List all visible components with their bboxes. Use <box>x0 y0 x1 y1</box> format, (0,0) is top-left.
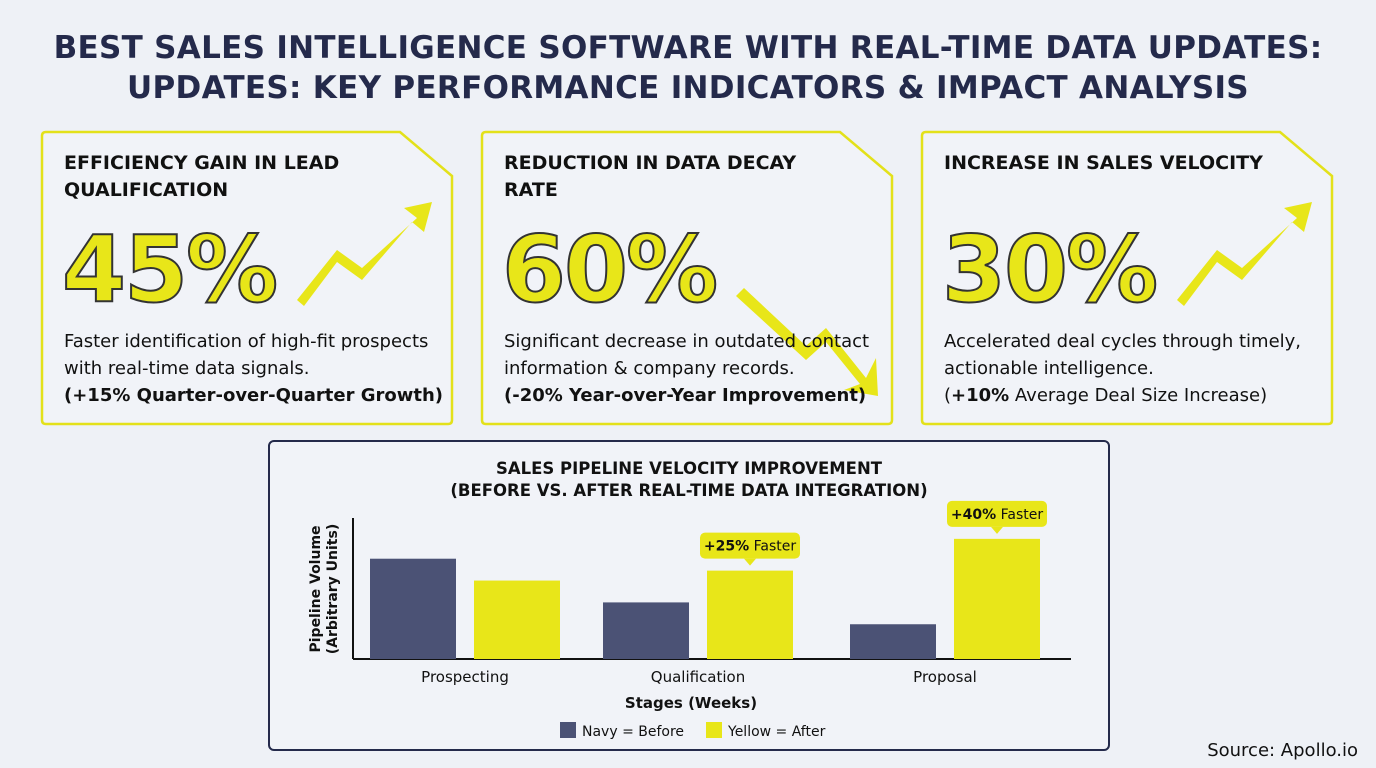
kpi-title: EFFICIENCY GAIN IN LEAD QUALIFICATION <box>64 152 340 201</box>
annotation-callout <box>700 532 800 559</box>
legend-swatch <box>560 722 576 738</box>
annotation-label: +25% Faster <box>704 539 796 555</box>
kpi-value: 60% <box>501 215 719 324</box>
callout-pointer <box>744 558 756 566</box>
card-frame <box>40 130 454 426</box>
kpi-desc-text: Accelerated deal cycles through timely, … <box>944 331 1302 379</box>
x-axis-label: Stages (Weeks) <box>625 694 757 712</box>
x-tick-label: Qualification <box>651 668 745 686</box>
legend-label: Yellow = After <box>727 724 826 740</box>
bar-prospecting-before <box>370 558 456 659</box>
bar-proposal-after <box>954 538 1040 659</box>
kpi-card: EFFICIENCY GAIN IN LEAD QUALIFICATION 45… <box>40 130 454 426</box>
card-frame <box>480 130 894 426</box>
kpi-desc-text: Significant decrease in outdated contact… <box>504 331 870 379</box>
annotation-label: +40% Faster <box>951 507 1043 523</box>
x-tick-label: Proposal <box>913 668 977 686</box>
kpi-title: INCREASE IN SALES VELOCITY <box>944 152 1263 174</box>
page-title: BEST SALES INTELLIGENCE SOFTWARE WITH RE… <box>0 28 1376 108</box>
legend-label: Navy = Before <box>582 724 684 740</box>
kpi-card: INCREASE IN SALES VELOCITY 30% Accelerat… <box>920 130 1334 426</box>
source-credit: Source: Apollo.io <box>1207 740 1358 761</box>
kpi-description: Faster identification of high-fit prospe… <box>64 328 449 409</box>
kpi-note-highlight: +10% <box>951 385 1010 406</box>
kpi-note-text: Average Deal Size Increase) <box>1009 385 1268 406</box>
bar-qualification-after <box>707 570 793 659</box>
kpi-description: Significant decrease in outdated contact… <box>504 328 889 409</box>
kpi-note-open: ( <box>944 385 952 406</box>
title-line-2: UPDATES: KEY PERFORMANCE INDICATORS & IM… <box>127 70 1249 106</box>
annotation-callout <box>947 500 1047 527</box>
bar-chart-svg: Prospecting Qualification +25% Faster Propo… <box>308 500 1071 740</box>
bar-prospecting-after <box>474 580 560 659</box>
trend-up-arrow-icon <box>1177 202 1312 306</box>
x-tick-label: Prospecting <box>421 668 509 686</box>
kpi-value: 30% <box>941 215 1159 324</box>
y-axis-label: Pipeline Volume(Arbitrary Units) <box>308 524 341 654</box>
callout-pointer <box>991 526 1003 534</box>
bar-proposal-before <box>850 624 936 659</box>
kpi-note: (+15% Quarter-over-Quarter Growth) <box>64 385 444 406</box>
trend-up-arrow-icon <box>297 202 432 306</box>
legend-swatch <box>706 722 722 738</box>
chart-title: SALES PIPELINE VELOCITY IMPROVEMENT (BEF… <box>270 458 1108 502</box>
kpi-value: 45% <box>61 215 279 324</box>
kpi-description: Accelerated deal cycles through timely, … <box>944 328 1329 409</box>
card-frame <box>920 130 1334 426</box>
kpi-title: REDUCTION IN DATA DECAY RATE <box>504 152 797 201</box>
kpi-note: (-20% Year-over-Year Improvement) <box>504 385 867 406</box>
kpi-desc-text: Faster identification of high-fit prospe… <box>64 331 429 379</box>
pipeline-chart: Prospecting Qualification +25% Faster Propo… <box>268 440 1110 751</box>
chart-title-line: SALES PIPELINE VELOCITY IMPROVEMENT <box>495 459 883 478</box>
chart-subtitle: (BEFORE VS. AFTER REAL-TIME DATA INTEGRA… <box>450 481 928 500</box>
kpi-card: REDUCTION IN DATA DECAY RATE 60% Signifi… <box>480 130 894 426</box>
trend-down-arrow-icon <box>736 288 878 396</box>
title-line-1: BEST SALES INTELLIGENCE SOFTWARE WITH RE… <box>53 30 1323 66</box>
bar-qualification-before <box>603 602 689 659</box>
